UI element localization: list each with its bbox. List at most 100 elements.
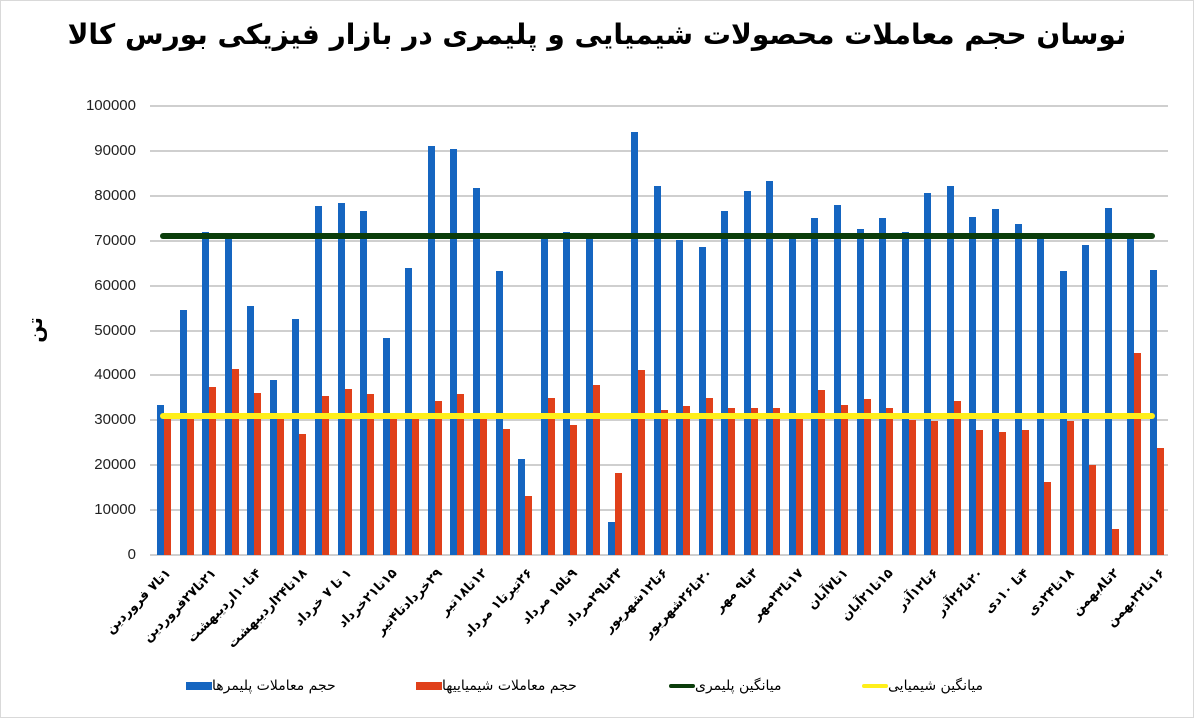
- polymer-bar: [518, 459, 526, 555]
- chemical-bar: [863, 398, 871, 555]
- gridline: [150, 554, 1168, 556]
- gridline: [150, 149, 1168, 152]
- chemical-bar: [908, 420, 916, 555]
- polymer-bar: [924, 193, 932, 555]
- y-tick-label: 30000: [94, 411, 136, 429]
- chemical-bar: [1066, 421, 1074, 555]
- chemical-bar: [931, 421, 939, 555]
- polymer-bar: [1127, 236, 1135, 555]
- legend-label: حجم معاملات پلیمرها: [212, 678, 336, 694]
- polymer-bar: [698, 247, 706, 555]
- polymer-bar: [450, 148, 458, 555]
- chemical-bar: [660, 409, 668, 555]
- polymer-bar: [969, 217, 977, 555]
- chart-title: نوسان حجم معاملات محصولات شیمیایی و پلیم…: [67, 18, 1127, 51]
- y-tick-label: 60000: [94, 276, 136, 294]
- y-tick-label: 40000: [94, 366, 136, 384]
- polymer-bar: [269, 379, 277, 555]
- polymer-bar: [360, 210, 368, 555]
- y-tick-label: 90000: [94, 141, 136, 159]
- polymer-average-line: [160, 233, 1155, 240]
- polymer-bar: [1104, 207, 1112, 555]
- legend-item-chemical-volume: حجم معاملات شیمیاییها: [412, 678, 577, 694]
- polymer-bar: [630, 132, 638, 555]
- chemical-bar: [525, 495, 533, 555]
- polymer-bar: [676, 239, 684, 555]
- legend-swatch: [416, 682, 442, 690]
- polymer-bar: [608, 521, 616, 555]
- chemical-bar: [795, 418, 803, 555]
- chemical-bar: [615, 473, 623, 555]
- polymer-bar: [382, 338, 390, 555]
- polymer-bar: [1037, 236, 1045, 555]
- polymer-bar: [405, 267, 413, 555]
- chemical-bar: [502, 429, 510, 555]
- chemical-average-line: [160, 412, 1155, 419]
- polymer-bar: [856, 229, 864, 555]
- chemical-bar: [209, 386, 217, 555]
- polymer-bar: [427, 145, 435, 555]
- legend-swatch: [186, 682, 212, 690]
- polymer-bar: [224, 238, 232, 555]
- chemical-bar: [683, 405, 691, 555]
- chemical-bar: [231, 368, 239, 555]
- chemical-bar: [570, 424, 578, 555]
- polymer-bar: [788, 236, 796, 555]
- chemical-bar: [818, 389, 826, 555]
- y-tick-label: 0: [127, 546, 136, 563]
- y-tick-label: 80000: [94, 186, 136, 204]
- chemical-bar: [1157, 448, 1164, 555]
- chemical-bar: [592, 385, 600, 555]
- chemical-bar: [886, 407, 894, 555]
- chemical-bar: [750, 407, 758, 555]
- polymer-bar: [472, 187, 480, 555]
- chemical-bar: [1021, 430, 1029, 555]
- y-axis-label: تن: [22, 317, 47, 343]
- polymer-bar: [879, 218, 887, 555]
- polymer-bar: [653, 185, 661, 555]
- y-tick-label: 20000: [94, 456, 136, 474]
- polymer-bar: [157, 404, 164, 555]
- polymer-bar: [743, 191, 751, 555]
- legend-item-polymer-volume: حجم معاملات پلیمرها: [182, 678, 336, 694]
- chemical-bar: [841, 404, 849, 555]
- legend-label: حجم معاملات شیمیاییها: [442, 678, 577, 694]
- legend-item-polymer-average: میانگین پلیمری: [665, 678, 781, 694]
- chemical-bar: [773, 407, 781, 555]
- chemical-bar: [186, 418, 194, 555]
- polymer-bar: [585, 238, 593, 555]
- polymer-bar: [721, 210, 729, 555]
- chemical-bar: [434, 401, 442, 555]
- chemical-bar: [705, 397, 713, 555]
- polymer-bar: [946, 185, 954, 555]
- polymer-bar: [992, 209, 1000, 555]
- polymer-bar: [1082, 245, 1090, 555]
- chemical-bar: [321, 395, 329, 555]
- polymer-bar: [179, 310, 187, 555]
- legend-item-chemical-average: میانگین شیمیایی: [858, 678, 983, 694]
- y-tick-label: 10000: [94, 501, 136, 519]
- chemical-bar: [389, 418, 397, 555]
- polymer-bar: [202, 231, 210, 555]
- polymer-bar: [337, 202, 345, 555]
- chemical-bar: [164, 415, 171, 555]
- chemical-bar: [299, 433, 307, 555]
- chemical-bar: [1044, 482, 1052, 555]
- legend-label: میانگین پلیمری: [695, 678, 782, 694]
- chemical-bar: [547, 397, 555, 555]
- polymer-bar: [766, 181, 774, 555]
- polymer-bar: [1014, 224, 1022, 555]
- polymer-bar: [834, 204, 842, 555]
- chemical-bar: [254, 393, 262, 555]
- chemical-bar: [344, 388, 352, 555]
- legend-label: میانگین شیمیایی: [888, 678, 984, 694]
- chemical-bar: [999, 431, 1007, 555]
- polymer-bar: [540, 238, 548, 555]
- legend: حجم معاملات پلیمرها حجم معاملات شیمیاییه…: [0, 678, 1194, 700]
- y-tick-label: 50000: [94, 321, 136, 339]
- polymer-bar: [1150, 269, 1157, 555]
- chemical-bar: [1089, 465, 1097, 555]
- chemical-bar: [728, 407, 736, 555]
- y-tick-label: 70000: [94, 231, 136, 249]
- polymer-bar: [314, 205, 322, 555]
